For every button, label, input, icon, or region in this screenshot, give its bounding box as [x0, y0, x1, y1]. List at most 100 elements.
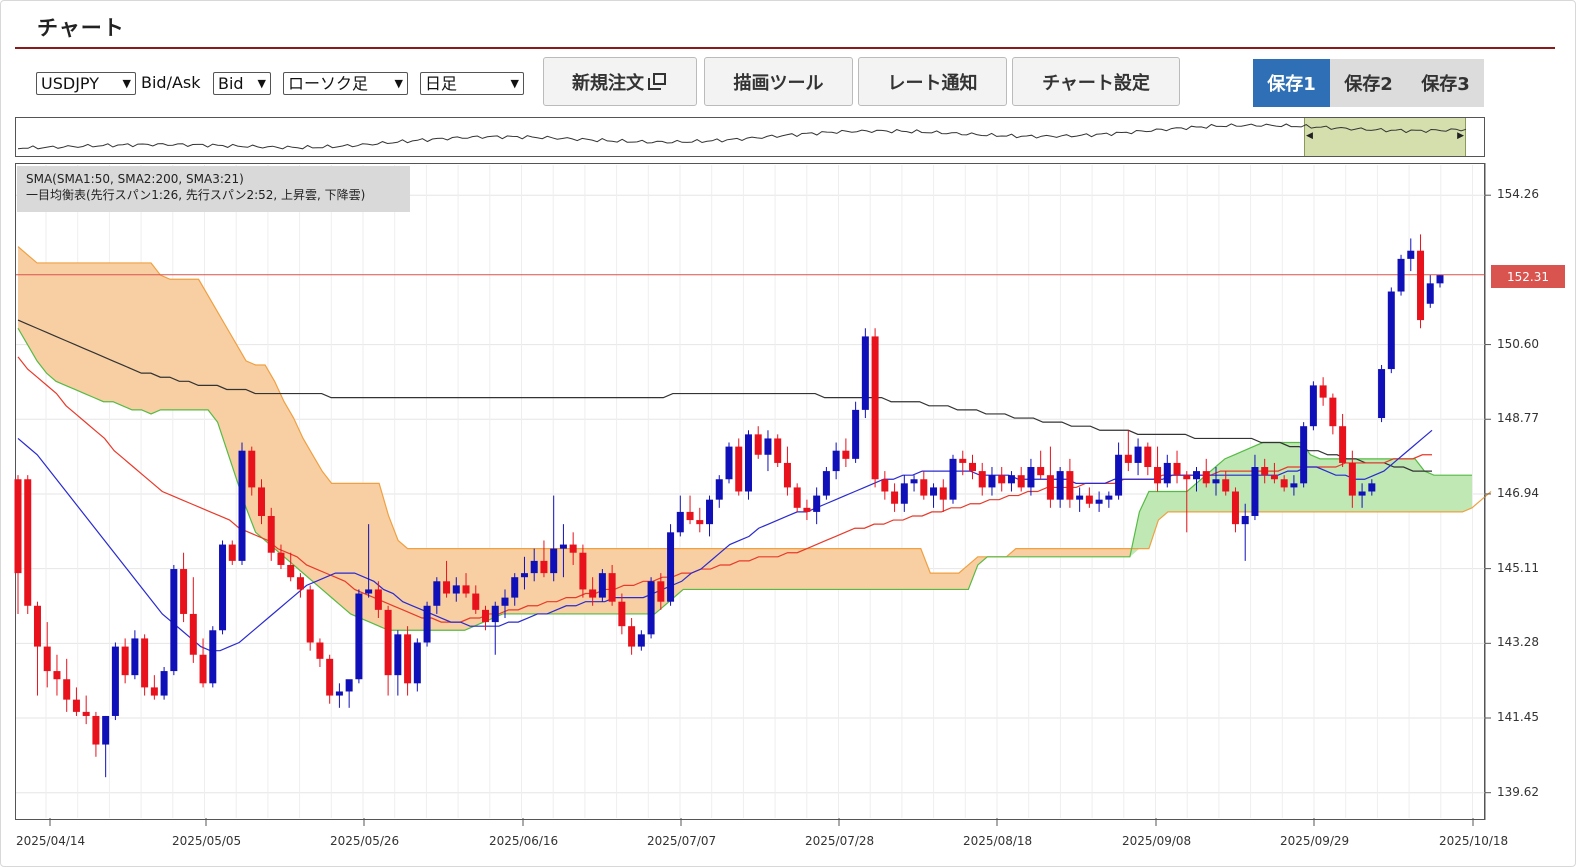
bullish-candle	[1387, 291, 1395, 370]
bearish-candle	[43, 646, 51, 672]
bearish-candle	[939, 487, 947, 500]
bearish-candle	[180, 569, 188, 614]
symbol-select[interactable]: USDJPY ▼	[36, 72, 136, 95]
bidask-select[interactable]: Bid ▼	[213, 72, 271, 95]
bearish-candle	[306, 589, 314, 643]
bearish-candle	[783, 462, 791, 488]
rate-alert-button[interactable]: レート通知	[858, 57, 1007, 106]
bearish-candle	[1017, 475, 1025, 488]
navigator-range-handle[interactable]: ◀ ▶	[1304, 118, 1466, 156]
bullish-candle	[637, 634, 645, 647]
bearish-candle	[248, 450, 256, 488]
bearish-candle	[628, 626, 636, 647]
bearish-candle	[998, 475, 1006, 484]
bearish-candle	[803, 507, 811, 512]
y-tick-label: 148.77	[1497, 411, 1539, 426]
bearish-candle	[384, 609, 392, 676]
current-price-tag: 152.31	[1491, 265, 1565, 288]
bearish-candle	[257, 487, 265, 516]
chart-type-select[interactable]: ローソク足 ▼	[283, 72, 408, 95]
new-window-icon	[648, 72, 668, 91]
bearish-candle	[141, 638, 149, 688]
x-tick-label: 2025/07/28	[805, 834, 875, 848]
x-tick-label: 2025/04/14	[16, 834, 86, 848]
bullish-candle	[1397, 258, 1405, 292]
y-tick-label: 139.62	[1497, 784, 1539, 799]
bullish-candle	[647, 581, 655, 635]
bullish-candle	[1368, 483, 1376, 492]
save2-tab[interactable]: 保存2	[1330, 59, 1407, 107]
bearish-candle	[618, 601, 626, 627]
bullish-candle	[764, 438, 772, 455]
bearish-candle	[287, 564, 295, 578]
bullish-candle	[1027, 467, 1035, 488]
bullish-candle	[355, 593, 363, 680]
bearish-candle	[891, 491, 899, 504]
chart-settings-button[interactable]: チャート設定	[1012, 57, 1180, 106]
y-tick-label: 145.11	[1497, 560, 1539, 575]
bearish-candle	[1085, 495, 1093, 504]
bearish-candle	[316, 642, 324, 659]
bullish-candle	[813, 495, 821, 512]
bearish-candle	[579, 552, 587, 590]
bullish-candle	[1115, 454, 1123, 496]
navigator-price-line	[17, 123, 1467, 150]
bullish-candle	[900, 483, 908, 504]
bullish-candle	[365, 589, 373, 594]
bullish-candle	[1095, 499, 1103, 504]
y-tick-label: 154.26	[1497, 187, 1539, 202]
bearish-candle	[14, 479, 22, 574]
x-tick-label: 2025/06/16	[489, 834, 559, 848]
bearish-candle	[569, 544, 577, 553]
x-tick-label: 2025/08/18	[963, 834, 1033, 848]
bearish-candle	[1144, 446, 1152, 468]
bearish-candle	[657, 581, 665, 602]
bearish-candle	[920, 479, 928, 496]
right-arrow-icon: ▶	[1457, 131, 1464, 141]
bearish-candle	[540, 560, 548, 574]
bullish-candle	[949, 458, 957, 500]
bearish-candle	[1329, 397, 1337, 427]
bearish-candle	[482, 609, 490, 623]
bullish-candle	[715, 479, 723, 500]
bullish-candle	[667, 532, 675, 602]
bullish-candle	[209, 630, 217, 684]
y-tick-label: 141.45	[1497, 710, 1539, 724]
chevron-down-icon: ▼	[257, 77, 266, 90]
chevron-down-icon: ▼	[394, 77, 403, 90]
timeframe-select[interactable]: 日足 ▼	[420, 72, 524, 95]
bearish-candle	[296, 577, 304, 590]
bullish-candle	[832, 450, 840, 472]
bullish-candle	[170, 569, 178, 672]
bearish-candle	[63, 679, 71, 700]
save1-tab[interactable]: 保存1	[1253, 59, 1330, 107]
y-tick-label: 143.28	[1497, 635, 1539, 650]
bullish-candle	[861, 336, 869, 410]
bearish-candle	[1173, 462, 1181, 476]
bullish-candle	[491, 605, 499, 623]
bullish-candle	[413, 642, 421, 684]
bullish-candle	[1426, 283, 1434, 304]
x-tick-label: 2025/10/18	[1439, 834, 1509, 848]
bearish-candle	[735, 446, 743, 492]
bullish-candle	[345, 679, 353, 692]
bearish-candle	[1183, 475, 1191, 480]
bearish-candle	[1280, 479, 1288, 488]
timeframe-select-value: 日足	[425, 74, 458, 93]
bullish-candle	[238, 450, 246, 561]
bullish-candle	[111, 646, 119, 716]
new-order-button[interactable]: 新規注文	[543, 57, 697, 106]
bullish-candle	[676, 511, 684, 533]
bearish-candle	[1222, 479, 1230, 492]
ichimoku-cloud-down	[18, 246, 1472, 631]
bearish-candle	[472, 593, 480, 610]
bearish-candle	[1066, 471, 1074, 500]
bullish-candle	[1193, 471, 1201, 480]
sma200-line	[17, 319, 1432, 472]
x-tick-label: 2025/07/07	[647, 834, 717, 848]
bullish-candle	[598, 573, 606, 598]
drawing-tools-button[interactable]: 描画ツール	[704, 57, 853, 106]
save3-tab[interactable]: 保存3	[1407, 59, 1484, 107]
bearish-candle	[589, 589, 597, 598]
navigator-strip[interactable]: ◀ ▶	[15, 117, 1485, 157]
